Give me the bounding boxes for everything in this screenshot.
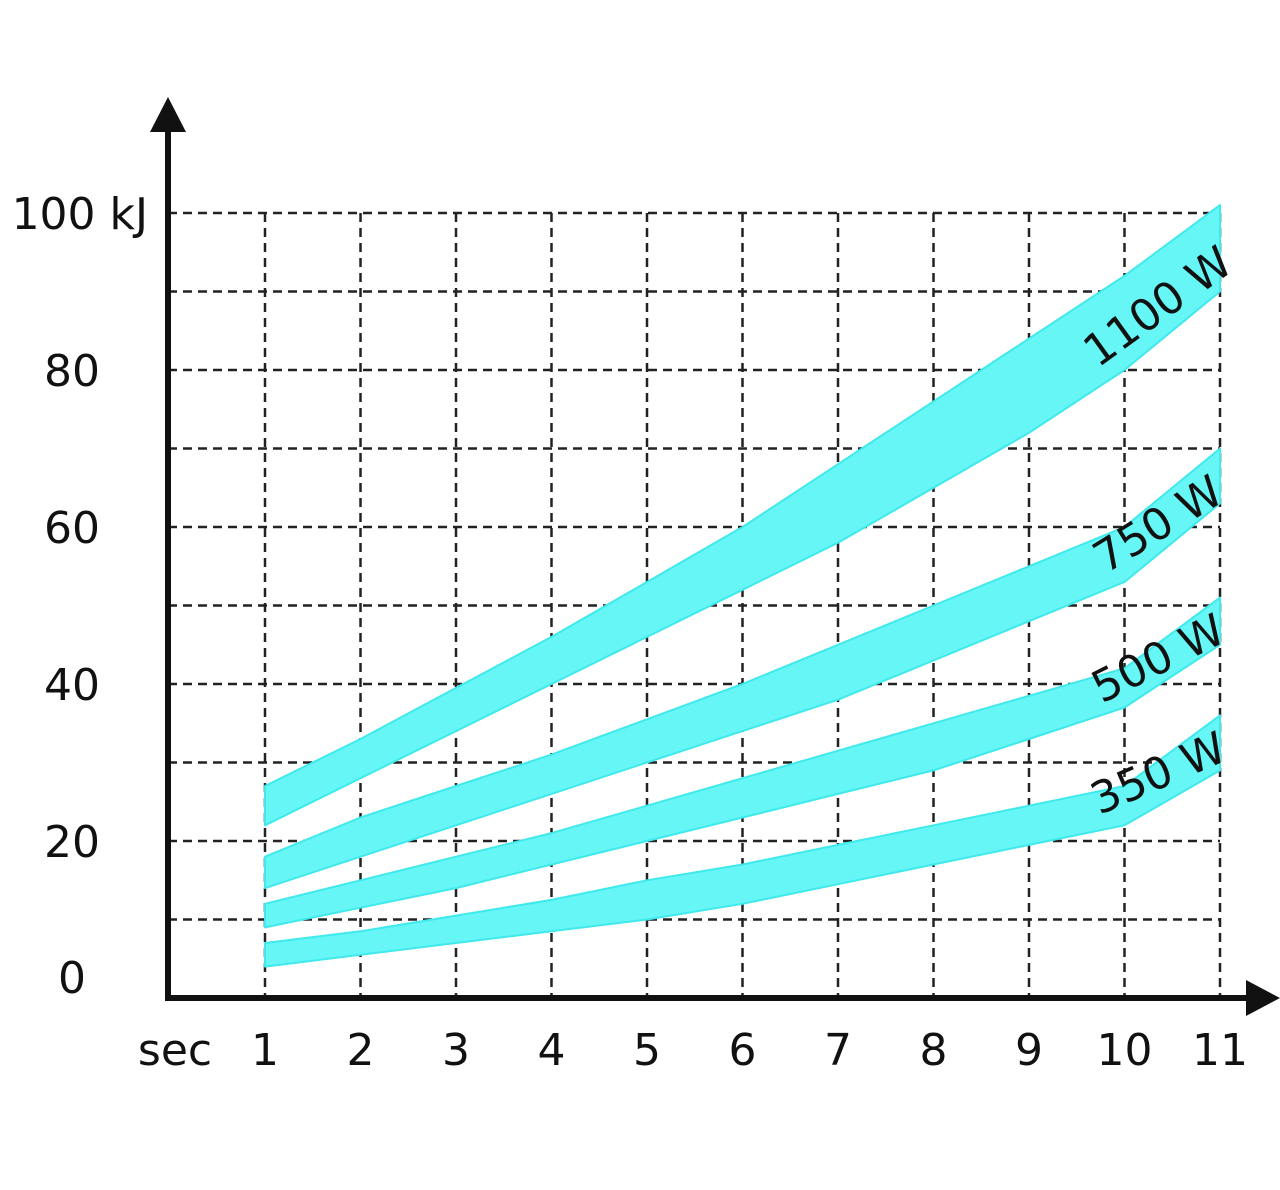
tick-labels: sec 1 2 3 4 5 6 7 8 9 10 11 0 20 40 60 80 100 kJ	[12, 189, 1248, 1076]
band-0	[264, 204, 1221, 827]
bands	[264, 204, 1221, 968]
x-tick-label: 4	[538, 1025, 566, 1076]
x-unit-label: sec	[138, 1025, 212, 1076]
y-tick-label: 40	[44, 660, 100, 711]
x-axis-arrow-icon	[1246, 980, 1280, 1016]
x-tick-label: 3	[442, 1025, 470, 1076]
series-label: 750 W	[1085, 466, 1232, 584]
x-tick-label: 6	[729, 1025, 757, 1076]
x-tick-label: 8	[920, 1025, 948, 1076]
y-axis-arrow-icon	[150, 97, 186, 132]
series-label: 350 W	[1083, 722, 1233, 825]
series-label: 500 W	[1084, 604, 1233, 713]
x-tick-label: 11	[1192, 1025, 1248, 1076]
x-tick-label: 7	[824, 1025, 852, 1076]
band-1	[264, 447, 1221, 890]
y-tick-label: 80	[44, 346, 100, 397]
x-tick-label: 1	[251, 1025, 279, 1076]
y-tick-label: 60	[44, 503, 100, 554]
y-tick-label: 20	[44, 817, 100, 868]
axes	[150, 97, 1280, 1016]
y-tick-label: 100 kJ	[12, 189, 148, 240]
band-3	[264, 714, 1221, 968]
band-2	[264, 596, 1221, 929]
x-tick-label: 5	[633, 1025, 661, 1076]
x-tick-label: 9	[1015, 1025, 1043, 1076]
x-tick-label: 10	[1097, 1025, 1153, 1076]
x-tick-label: 2	[347, 1025, 375, 1076]
y-tick-label: 0	[58, 953, 86, 1004]
